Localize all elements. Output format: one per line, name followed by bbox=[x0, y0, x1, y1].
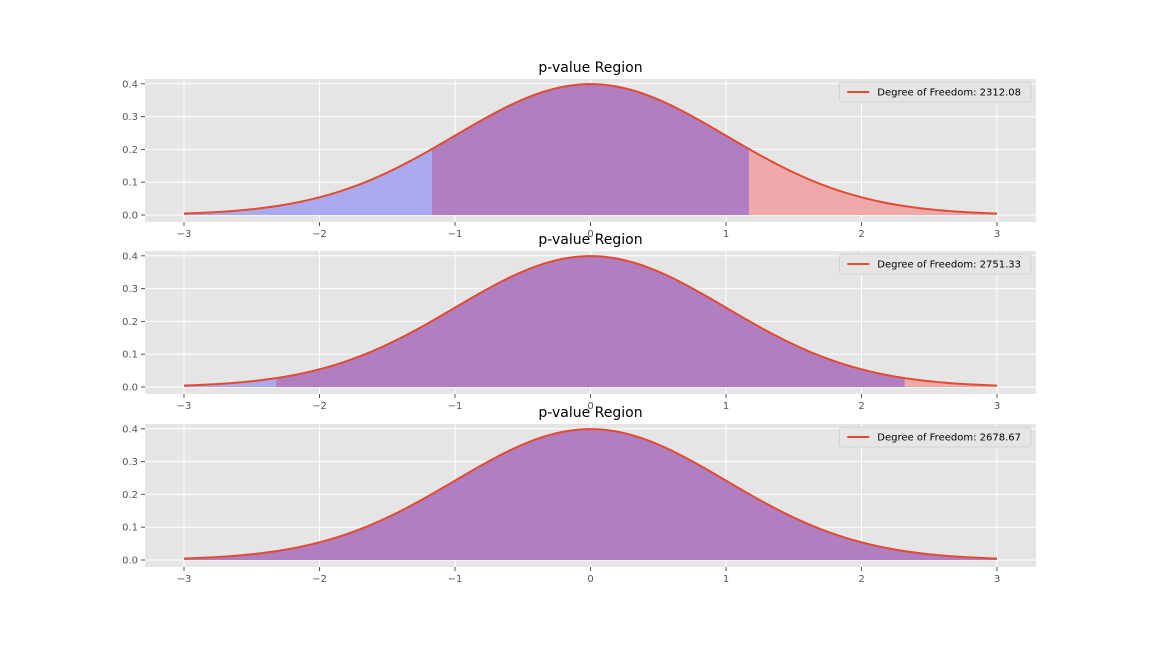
y-tick-label: 0.4 bbox=[122, 424, 138, 435]
x-tick-label: −1 bbox=[448, 574, 463, 585]
legend: Degree of Freedom: 2312.08 bbox=[838, 81, 1032, 103]
x-tick-label: −3 bbox=[177, 401, 192, 412]
y-tick-label: 0.0 bbox=[122, 211, 138, 222]
x-tick-label: −3 bbox=[177, 229, 192, 240]
x-tick-label: 1 bbox=[723, 401, 729, 412]
x-tick-label: 2 bbox=[858, 229, 864, 240]
acceptance-region bbox=[276, 256, 905, 387]
x-tick-label: 0 bbox=[587, 229, 593, 240]
x-tick-label: −2 bbox=[312, 229, 327, 240]
x-tick-label: 0 bbox=[587, 401, 593, 412]
pdf-curve bbox=[183, 428, 998, 560]
y-tick-label: 0.2 bbox=[122, 145, 138, 156]
x-tick-label: −2 bbox=[312, 574, 327, 585]
legend-box bbox=[838, 426, 1032, 448]
y-tick-label: 0.4 bbox=[122, 79, 138, 90]
x-tick-label: −2 bbox=[312, 401, 327, 412]
x-tick-label: 0 bbox=[587, 574, 593, 585]
left-tail-region bbox=[184, 149, 432, 215]
y-tick-label: 0.1 bbox=[122, 523, 138, 534]
y-tick-label: 0.0 bbox=[122, 383, 138, 394]
y-tick-label: 0.2 bbox=[122, 317, 138, 328]
acceptance-region bbox=[184, 429, 997, 560]
x-tick-label: −1 bbox=[448, 401, 463, 412]
legend-box bbox=[838, 81, 1032, 103]
chart-title: p-value Region bbox=[538, 405, 642, 421]
y-tick-label: 0.1 bbox=[122, 350, 138, 361]
legend-box bbox=[838, 253, 1032, 275]
legend: Degree of Freedom: 2678.67 bbox=[838, 426, 1032, 448]
y-tick-label: 0.0 bbox=[122, 556, 138, 567]
y-tick-label: 0.3 bbox=[122, 284, 138, 295]
x-tick-label: 2 bbox=[858, 401, 864, 412]
pdf-curve bbox=[183, 83, 998, 215]
x-tick-label: 1 bbox=[723, 574, 729, 585]
y-tick-label: 0.3 bbox=[122, 457, 138, 468]
x-tick-label: 2 bbox=[858, 574, 864, 585]
chart-panel-2: −3 −2 −1 0 1 2 3 0.0 0.1 0.2 0.3 0.4 p-value Region D… bbox=[122, 232, 1036, 412]
x-tick-label: 3 bbox=[994, 401, 1000, 412]
chart-panel-3: −3 −2 −1 0 1 2 3 0.0 0.1 0.2 0.3 0.4 p-value Region D… bbox=[122, 405, 1036, 585]
x-tick-label: 3 bbox=[994, 229, 1000, 240]
x-tick-label: 1 bbox=[723, 229, 729, 240]
pdf-curve bbox=[183, 255, 998, 387]
legend: Degree of Freedom: 2751.33 bbox=[838, 253, 1032, 275]
y-tick-label: 0.2 bbox=[122, 490, 138, 501]
x-tick-label: −1 bbox=[448, 229, 463, 240]
x-tick-label: −3 bbox=[177, 574, 192, 585]
x-tick-label: 3 bbox=[994, 574, 1000, 585]
acceptance-region bbox=[431, 84, 750, 216]
legend-label: Degree of Freedom: 2751.33 bbox=[877, 260, 1021, 271]
y-tick-label: 0.4 bbox=[122, 251, 138, 262]
chart-title: p-value Region bbox=[538, 232, 642, 248]
right-tail-region bbox=[749, 149, 997, 215]
chart-title: p-value Region bbox=[538, 60, 642, 76]
y-tick-label: 0.3 bbox=[122, 112, 138, 123]
chart-panel-1: −3 −2 −1 0 1 2 3 0.0 0.1 0.2 0.3 0.4 p-value Region D… bbox=[122, 60, 1036, 240]
y-tick-label: 0.1 bbox=[122, 178, 138, 189]
legend-label: Degree of Freedom: 2678.67 bbox=[877, 433, 1021, 444]
legend-label: Degree of Freedom: 2312.08 bbox=[877, 88, 1021, 99]
